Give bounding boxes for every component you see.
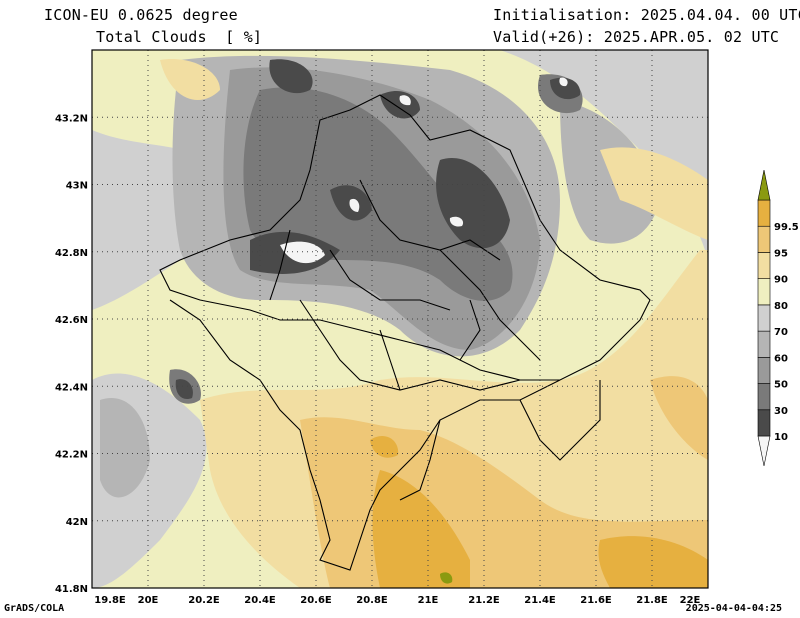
- valid-time: Valid(+26): 2025.APR.05. 02 UTC: [493, 28, 780, 46]
- colorbar-box: [757, 409, 771, 437]
- lat-tick-label: 42.6N: [55, 315, 88, 326]
- init-time: Initialisation: 2025.04.04. 00 UTC: [493, 6, 800, 24]
- colorbar-label: 80: [774, 301, 788, 312]
- lon-tick-label: 21.6E: [580, 595, 612, 606]
- lon-tick-label: 20E: [138, 595, 159, 606]
- lon-tick-label: 21E: [418, 595, 439, 606]
- lon-tick-label: 19.8E: [94, 595, 126, 606]
- colorbar-label: 50: [774, 380, 788, 391]
- lat-tick-label: 42N: [66, 517, 88, 528]
- lat-tick-labels: 43.2N 43N 42.8N 42.6N 42.4N 42.2N 42N 41.8N: [55, 113, 88, 595]
- lon-tick-label: 21.2E: [468, 595, 500, 606]
- render-timestamp: 2025-04-04-04:25: [685, 603, 782, 614]
- colorbar-box: [757, 199, 771, 227]
- colorbar-label: 95: [774, 248, 788, 259]
- variable-title: Total Clouds [ %]: [96, 28, 263, 46]
- lat-tick-label: 43N: [66, 181, 88, 192]
- colorbar-label: 10: [774, 432, 788, 443]
- software-credit: GrADS/COLA: [4, 603, 65, 614]
- colorbar-label: 70: [774, 327, 788, 338]
- cloud-field: [92, 50, 708, 588]
- lat-tick-label: 43.2N: [55, 113, 88, 124]
- colorbar-min-triangle: [757, 435, 771, 467]
- lat-tick-label: 42.4N: [55, 382, 88, 393]
- lon-tick-label: 22E: [680, 595, 701, 606]
- colorbar-label: 90: [774, 275, 788, 286]
- colorbar-label: 99.5: [774, 222, 799, 233]
- lon-tick-label: 20.8E: [356, 595, 388, 606]
- colorbar-label: 60: [774, 353, 788, 364]
- colorbar-box: [757, 252, 771, 279]
- lat-tick-label: 42.2N: [55, 450, 88, 461]
- lon-tick-label: 21.4E: [524, 595, 556, 606]
- border-lines: [159, 94, 651, 571]
- lon-tick-label: 21.8E: [636, 595, 668, 606]
- colorbar-box: [757, 304, 771, 332]
- lat-tick-label: 42.8N: [55, 248, 88, 259]
- colorbar: 10 30 50 60 70 80 90 95 99.5: [757, 170, 799, 467]
- map-frame: [91, 49, 709, 589]
- colorbar-label: 30: [774, 406, 788, 417]
- colorbar-max-triangle: [757, 170, 771, 201]
- colorbar-box: [757, 357, 771, 384]
- lon-tick-label: 20.4E: [244, 595, 276, 606]
- lon-tick-labels: 19.8E 20E 20.2E 20.4E 20.6E 20.8E 21E 21.2E 21.4…: [94, 595, 700, 606]
- lon-tick-label: 20.6E: [300, 595, 332, 606]
- colorbar-box: [757, 278, 771, 306]
- colorbar-box: [757, 383, 771, 411]
- model-title: ICON-EU 0.0625 degree: [44, 6, 238, 24]
- lat-tick-label: 41.8N: [55, 584, 88, 595]
- colorbar-box: [757, 330, 771, 358]
- colorbar-box: [757, 225, 771, 253]
- lon-tick-label: 20.2E: [188, 595, 220, 606]
